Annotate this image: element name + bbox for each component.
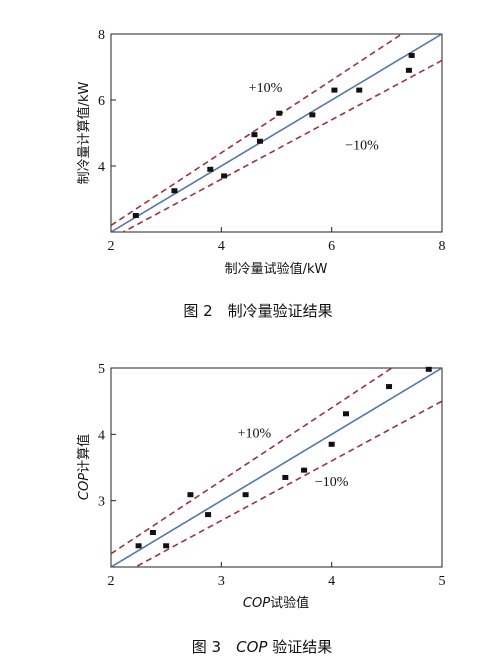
data-point <box>343 411 350 417</box>
chart-cooling-capacity: 2 4 6 8 4 6 8 +10% −10% 制冷量试验值/kW 制冷量计算值/kW 图 … <box>76 28 446 320</box>
annotation-upper: +10% <box>238 427 272 442</box>
caption-prefix: 图 3 <box>192 638 236 656</box>
data-point <box>171 188 178 194</box>
ideal-line <box>111 368 442 567</box>
x-tick-label: 2 <box>108 239 115 254</box>
y-tick-label: 5 <box>98 362 105 377</box>
data-point <box>425 366 432 372</box>
plot-frame <box>110 367 443 568</box>
data-point <box>386 384 393 390</box>
figure-caption: 图 2 制冷量验证结果 <box>183 302 332 320</box>
data-point <box>221 173 228 179</box>
x-tick-label: 4 <box>218 239 225 254</box>
y-axis-label-rest: 计算值 <box>76 434 92 473</box>
x-axis-label: 制冷量试验值/kW <box>225 261 328 277</box>
y-tick-label: 4 <box>98 428 105 443</box>
data-point <box>331 87 338 93</box>
x-tick-label: 5 <box>439 574 446 589</box>
plot-frame <box>110 33 443 233</box>
x-axis-label-rest: 试验值 <box>270 595 309 611</box>
data-point <box>163 543 170 549</box>
data-point <box>301 467 308 473</box>
y-tick-label: 4 <box>98 160 105 175</box>
ideal-line <box>111 34 442 232</box>
y-axis-label-italic: COP <box>77 473 92 500</box>
data-point <box>135 543 142 549</box>
lower-10pct-line <box>121 59 442 232</box>
figure-caption: 图 3 COP 验证结果 <box>192 638 332 656</box>
x-tick-label: 3 <box>218 574 225 589</box>
annotation-lower: −10% <box>345 139 379 154</box>
x-axis-label-italic: COP <box>243 596 270 611</box>
x-tick-label: 6 <box>328 239 335 254</box>
data-point <box>276 110 283 116</box>
caption-italic: COP <box>236 638 268 656</box>
upper-10pct-line <box>111 34 404 227</box>
y-tick-label: 6 <box>98 94 105 109</box>
data-point <box>328 441 335 447</box>
data-point <box>282 474 289 480</box>
annotation-lower: −10% <box>315 475 349 490</box>
y-axis-label: 制冷量计算值/kW <box>76 81 92 184</box>
y-tick-label: 8 <box>98 28 105 43</box>
y-axis-label: COP计算值 <box>76 434 92 500</box>
caption-rest: 验证结果 <box>267 638 332 656</box>
data-point <box>187 492 194 498</box>
x-axis-label: COP试验值 <box>243 595 309 611</box>
data-point <box>205 512 212 518</box>
data-point <box>405 67 412 73</box>
data-point <box>132 213 139 218</box>
x-tick-label: 8 <box>439 239 446 254</box>
data-point <box>207 166 214 172</box>
data-point <box>309 112 316 118</box>
data-point <box>356 87 363 93</box>
data-point <box>408 52 415 58</box>
data-point <box>256 138 263 144</box>
x-tick-label: 4 <box>328 574 335 589</box>
upper-10pct-line <box>111 368 394 555</box>
lower-10pct-line <box>133 400 442 567</box>
annotation-upper: +10% <box>249 81 283 96</box>
x-tick-label: 2 <box>108 574 115 589</box>
data-point <box>251 132 258 138</box>
y-tick-label: 3 <box>98 495 105 510</box>
data-point <box>149 530 156 536</box>
data-point <box>242 492 249 498</box>
